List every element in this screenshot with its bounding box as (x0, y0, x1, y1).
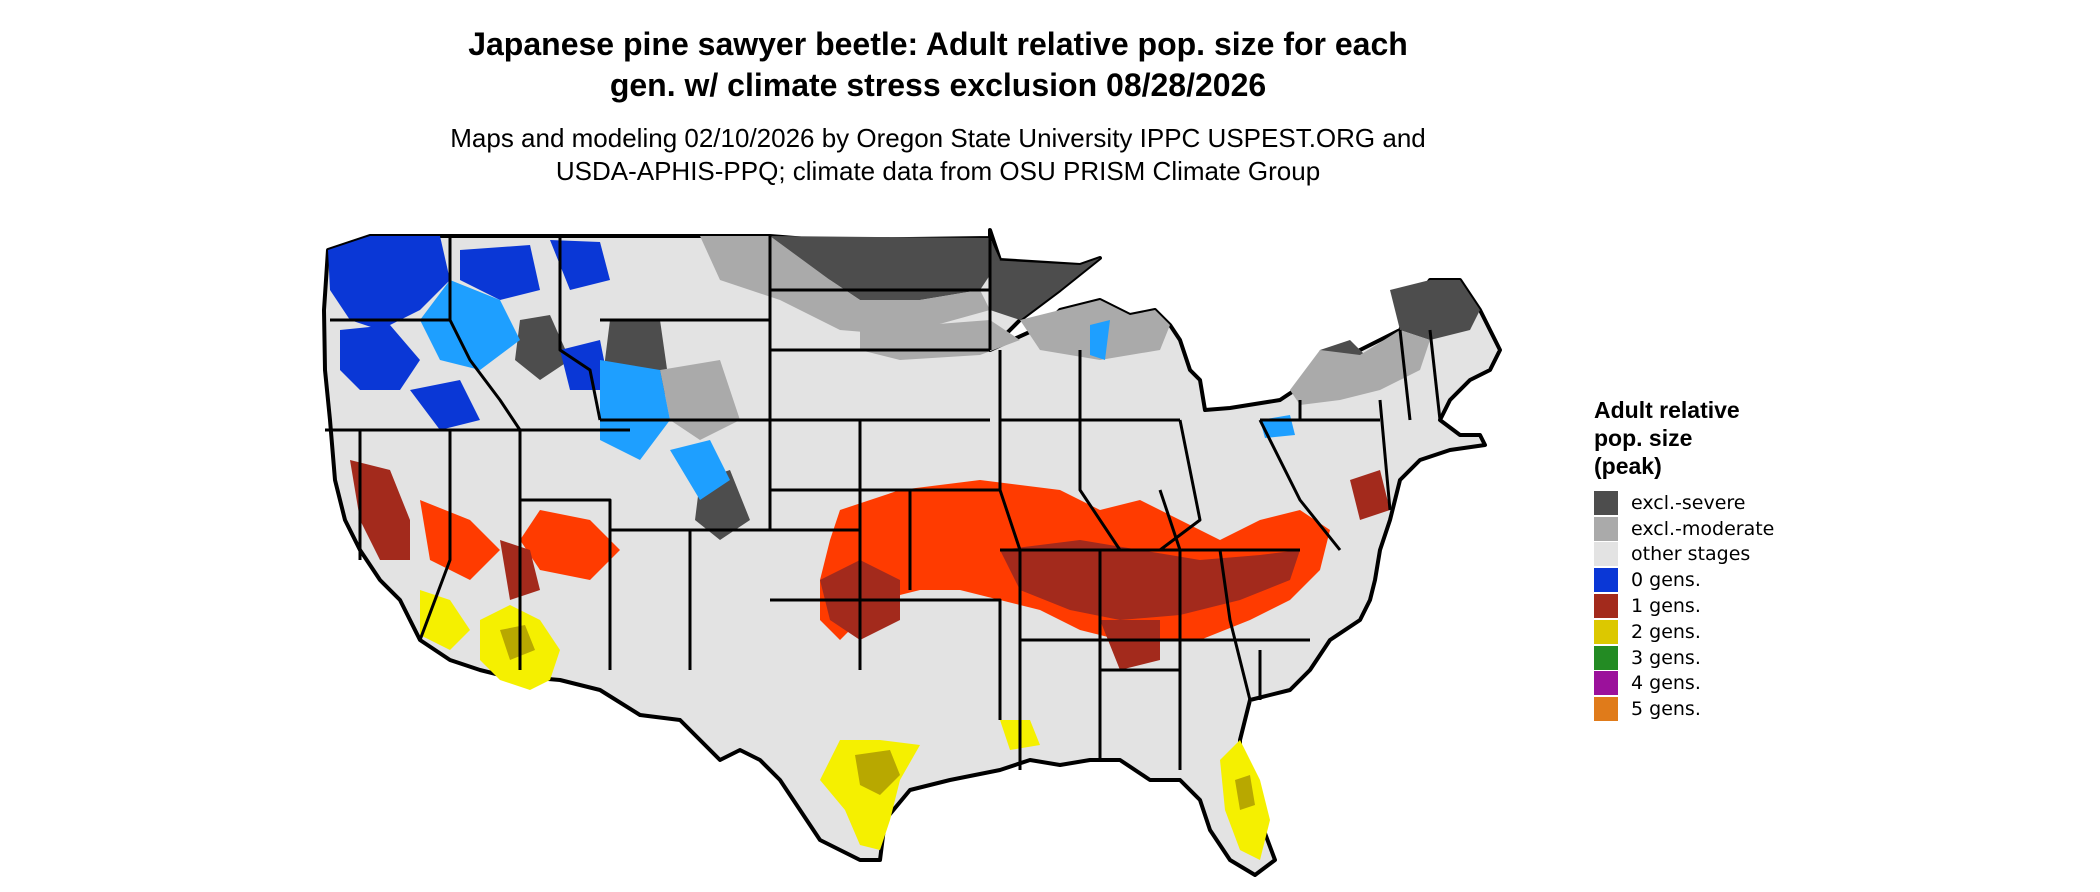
legend-swatch (1594, 697, 1618, 722)
light-blue-regions (420, 280, 1295, 500)
legend-label: 2 gens. (1631, 620, 1701, 643)
legend-item-excl-moderate: excl.-moderate (1594, 516, 1774, 542)
map-title: Japanese pine sawyer beetle: Adult relat… (0, 24, 1876, 106)
legend-title: Adult relative pop. size (peak) (1594, 396, 1774, 480)
legend-swatch (1594, 542, 1618, 567)
legend-item-5-gens: 5 gens. (1594, 696, 1774, 722)
legend-item-excl-severe: excl.-severe (1594, 490, 1774, 516)
legend-title-line-3: (peak) (1594, 453, 1662, 479)
legend-item-0-gens: 0 gens. (1594, 567, 1774, 593)
legend-label: excl.-severe (1631, 491, 1746, 514)
map-subtitle-line-2: USDA-APHIS-PPQ; climate data from OSU PR… (555, 156, 1321, 186)
legend-item-4-gens: 4 gens. (1594, 671, 1774, 697)
two-generation-dark-regions (500, 625, 1255, 810)
legend-title-line-2: pop. size (1594, 425, 1693, 451)
legend-swatch (1594, 619, 1618, 644)
state-boundaries (325, 236, 1442, 770)
map-subtitle: Maps and modeling 02/10/2026 by Oregon S… (0, 122, 1876, 188)
legend-item-other-stages: other stages (1594, 542, 1774, 568)
legend-label: 4 gens. (1631, 672, 1701, 695)
legend-label: other stages (1631, 543, 1751, 566)
zero-generation-regions (328, 236, 610, 430)
legend-label: 5 gens. (1631, 698, 1701, 721)
legend-swatch (1594, 490, 1618, 515)
legend-swatch (1594, 594, 1618, 619)
legend-label: 0 gens. (1631, 569, 1701, 592)
map-title-line-2: gen. w/ climate stress exclusion 08/28/2… (609, 67, 1267, 103)
legend-item-3-gens: 3 gens. (1594, 645, 1774, 671)
map-legend: Adult relative pop. size (peak) excl.-se… (1594, 396, 1774, 722)
legend-item-2-gens: 2 gens. (1594, 619, 1774, 645)
us-population-map (322, 228, 1502, 877)
map-subtitle-line-1: Maps and modeling 02/10/2026 by Oregon S… (450, 123, 1426, 153)
legend-swatch (1594, 516, 1618, 541)
legend-label: 1 gens. (1631, 595, 1701, 618)
excl-severe-regions (515, 236, 1480, 540)
legend-label: excl.-moderate (1631, 517, 1775, 540)
legend-title-line-1: Adult relative (1594, 397, 1740, 423)
legend-swatch (1594, 671, 1618, 696)
legend-swatch (1594, 645, 1618, 670)
legend-swatch (1594, 568, 1618, 593)
legend-item-1-gens: 1 gens. (1594, 593, 1774, 619)
legend-label: 3 gens. (1631, 646, 1701, 669)
map-title-line-1: Japanese pine sawyer beetle: Adult relat… (468, 26, 1408, 62)
